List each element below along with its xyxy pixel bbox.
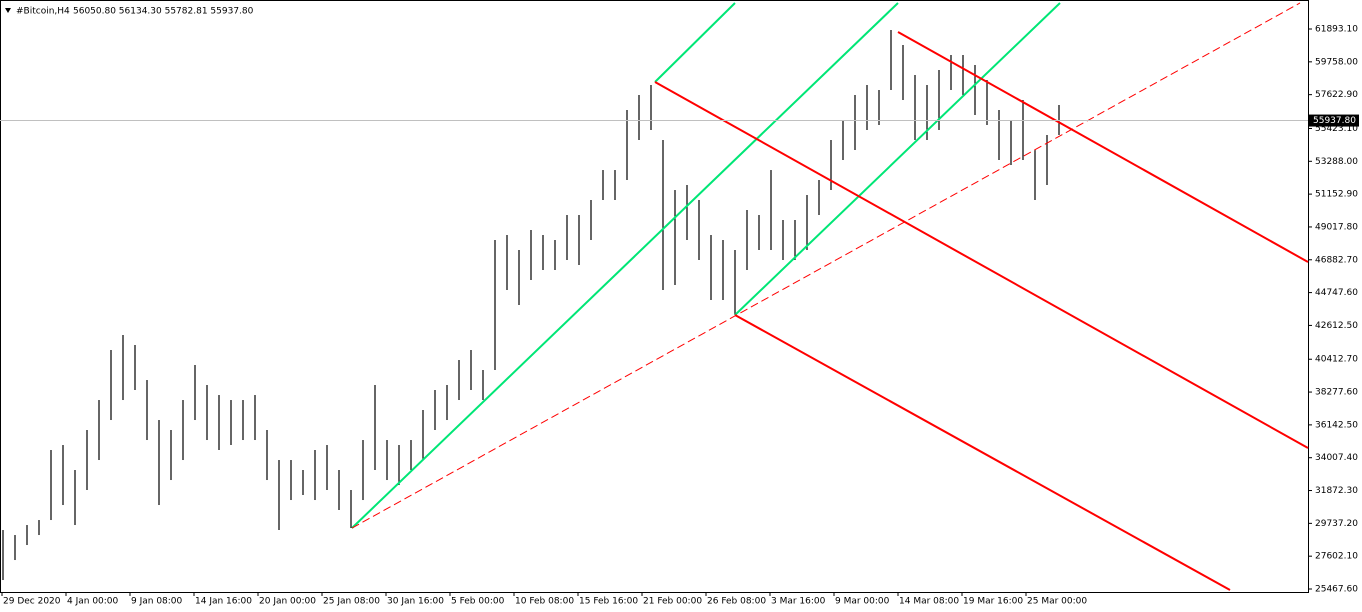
- y-tick-label: 46882.70: [1315, 255, 1358, 265]
- x-tick-label: 25 Mar 00:00: [1027, 597, 1087, 607]
- y-tick-label: 61893.10: [1315, 25, 1358, 35]
- chart-title: #Bitcoin,H4: [16, 7, 70, 17]
- trend-line: [351, 2, 1301, 529]
- y-tick-label: 25467.60: [1315, 584, 1358, 594]
- last-price-label: 55937.80: [1313, 116, 1356, 126]
- x-tick-label: 29 Dec 2020: [3, 597, 61, 607]
- x-tick-label: 26 Feb 08:00: [707, 597, 766, 607]
- x-tick-label: 4 Jan 00:00: [67, 597, 119, 607]
- y-tick-label: 29737.20: [1315, 519, 1358, 529]
- y-tick-label: 40412.70: [1315, 355, 1358, 365]
- x-tick-label: 15 Feb 16:00: [579, 597, 638, 607]
- menu-arrow: [5, 8, 11, 13]
- trend-line: [351, 2, 899, 529]
- x-tick-label: 9 Jan 08:00: [131, 597, 183, 607]
- y-tick-label: 55423.10: [1315, 124, 1358, 134]
- trend-line: [654, 81, 1309, 449]
- y-tick-label: 53288.00: [1315, 157, 1358, 167]
- y-tick-label: 38277.60: [1315, 388, 1358, 398]
- y-tick-label: 34007.40: [1315, 453, 1358, 463]
- y-tick-label: 42612.50: [1315, 321, 1358, 331]
- chart-subtitle: 56050.80 56134.30 55782.81 55937.80: [73, 7, 254, 17]
- x-tick-label: 25 Jan 08:00: [323, 597, 380, 607]
- x-tick-label: 30 Jan 16:00: [387, 597, 444, 607]
- y-tick-label: 59758.00: [1315, 57, 1358, 67]
- trend-line: [897, 31, 1309, 263]
- x-tick-label: 14 Mar 08:00: [899, 597, 959, 607]
- y-tick-label: 36142.50: [1315, 420, 1358, 430]
- x-tick-label: 19 Mar 16:00: [963, 597, 1023, 607]
- trend-line: [734, 2, 1061, 316]
- y-tick-label: 44747.60: [1315, 288, 1358, 298]
- y-tick-label: 31872.30: [1315, 486, 1358, 496]
- y-tick-label: 51152.90: [1315, 190, 1358, 200]
- plot-frame: [0, 0, 1309, 593]
- x-tick-label: 14 Jan 16:00: [195, 597, 252, 607]
- y-tick-label: 49017.80: [1315, 222, 1358, 232]
- x-tick-label: 20 Jan 00:00: [259, 597, 316, 607]
- x-tick-label: 9 Mar 00:00: [835, 597, 890, 607]
- trend-line: [654, 2, 736, 83]
- x-tick-label: 3 Mar 16:00: [771, 597, 826, 607]
- trend-line: [734, 314, 1231, 591]
- last-price-box: [1309, 114, 1359, 127]
- y-tick-label: 27602.10: [1315, 552, 1358, 562]
- y-tick-label: 57622.90: [1315, 90, 1358, 100]
- x-tick-label: 5 Feb 00:00: [451, 597, 505, 607]
- x-tick-label: 21 Feb 00:00: [643, 597, 702, 607]
- x-tick-label: 10 Feb 08:00: [515, 597, 574, 607]
